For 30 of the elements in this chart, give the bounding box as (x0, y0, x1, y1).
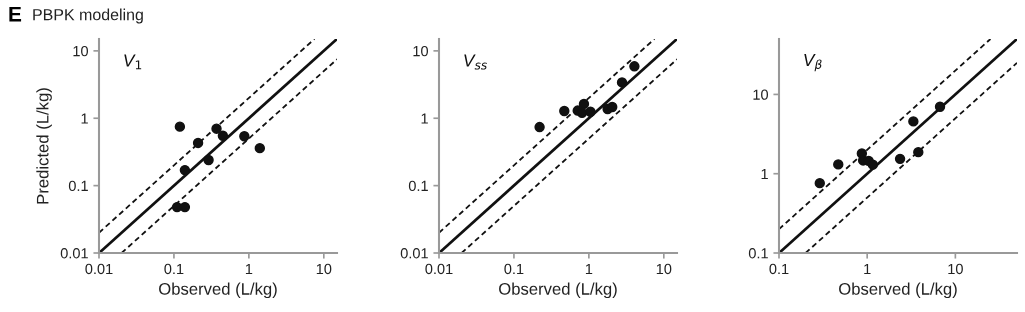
y-tick-label: 0.1 (408, 180, 428, 192)
x-tick-label: 0.01 (425, 263, 453, 275)
x-axis-title: Observed (L/kg) (839, 282, 957, 299)
y-tick-label: 0.01 (60, 248, 88, 259)
y-tick-label: 10 (753, 89, 769, 100)
y-axis-title: Predicted (L/kg) (36, 88, 52, 204)
x-tick-label: 1 (585, 263, 593, 274)
annotation: V$_{ss}$ (464, 54, 487, 70)
y-tick-label: 1 (421, 113, 428, 124)
x-tick-label: 1 (245, 263, 253, 274)
x-tick-label: 10 (656, 263, 672, 275)
y-tick-label: 0.1 (68, 180, 88, 192)
y-tick-label: 10 (73, 45, 89, 57)
x-tick-label: 10 (948, 263, 963, 275)
annotation: V$_{1}$ (124, 54, 142, 70)
x-tick-label: 0.01 (85, 263, 113, 275)
x-tick-label: 1 (864, 263, 871, 274)
chart-title: E PBPK modeling (9, 7, 143, 24)
y-tick-label: 0.01 (400, 248, 428, 259)
annotation: V$_{β}$ (804, 53, 822, 72)
x-tick-label: 0.1 (164, 263, 184, 275)
y-tick-label: 1 (81, 113, 88, 124)
x-tick-label: 0.1 (769, 263, 789, 275)
y-tick-label: 0.1 (748, 248, 768, 259)
x-axis-title: Observed (L/kg) (499, 282, 617, 299)
y-tick-label: 1 (761, 168, 768, 179)
x-tick-label: 0.1 (504, 263, 524, 275)
x-tick-label: 10 (316, 263, 332, 275)
x-axis-title: Observed (L/kg) (159, 282, 277, 299)
y-tick-label: 10 (413, 45, 429, 57)
